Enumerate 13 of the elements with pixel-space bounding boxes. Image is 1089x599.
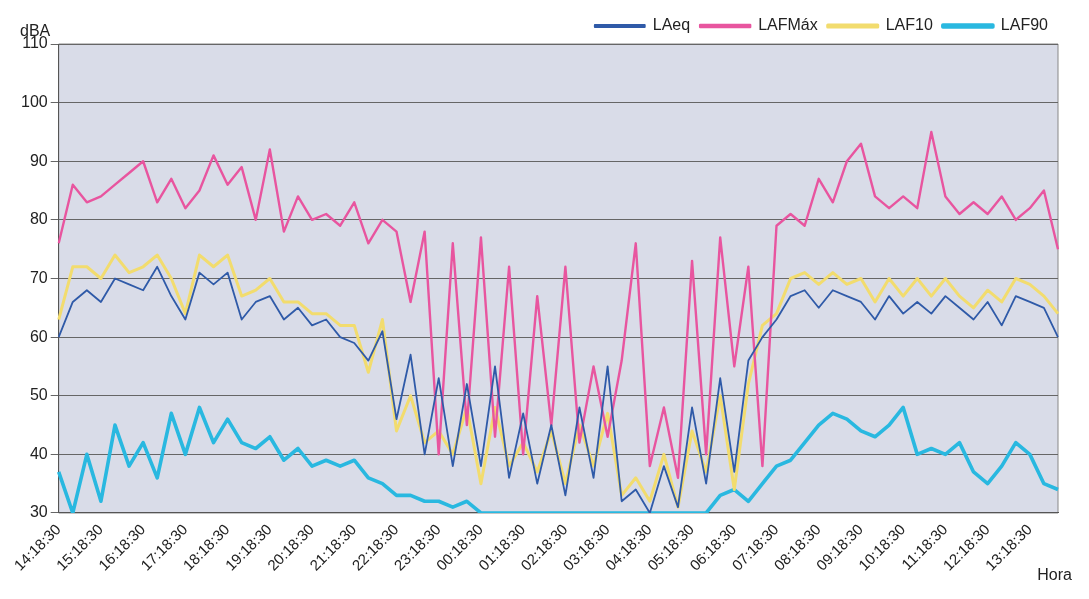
legend-label: LAFMáx: [758, 16, 818, 34]
x-axis-title: Hora: [1037, 566, 1073, 584]
y-tick-label: 40: [29, 444, 48, 462]
legend-label: LAF90: [1000, 16, 1049, 34]
y-tick-label: 90: [29, 151, 48, 169]
y-tick-label: 30: [29, 503, 48, 521]
y-tick-label: 60: [29, 327, 48, 345]
legend-label: LAeq: [652, 16, 691, 34]
y-tick-label: 70: [29, 268, 48, 286]
y-tick-label: 80: [29, 210, 48, 228]
y-tick-label: 50: [29, 386, 48, 404]
y-tick-label: 100: [20, 93, 48, 111]
legend-label: LAF10: [885, 16, 933, 34]
